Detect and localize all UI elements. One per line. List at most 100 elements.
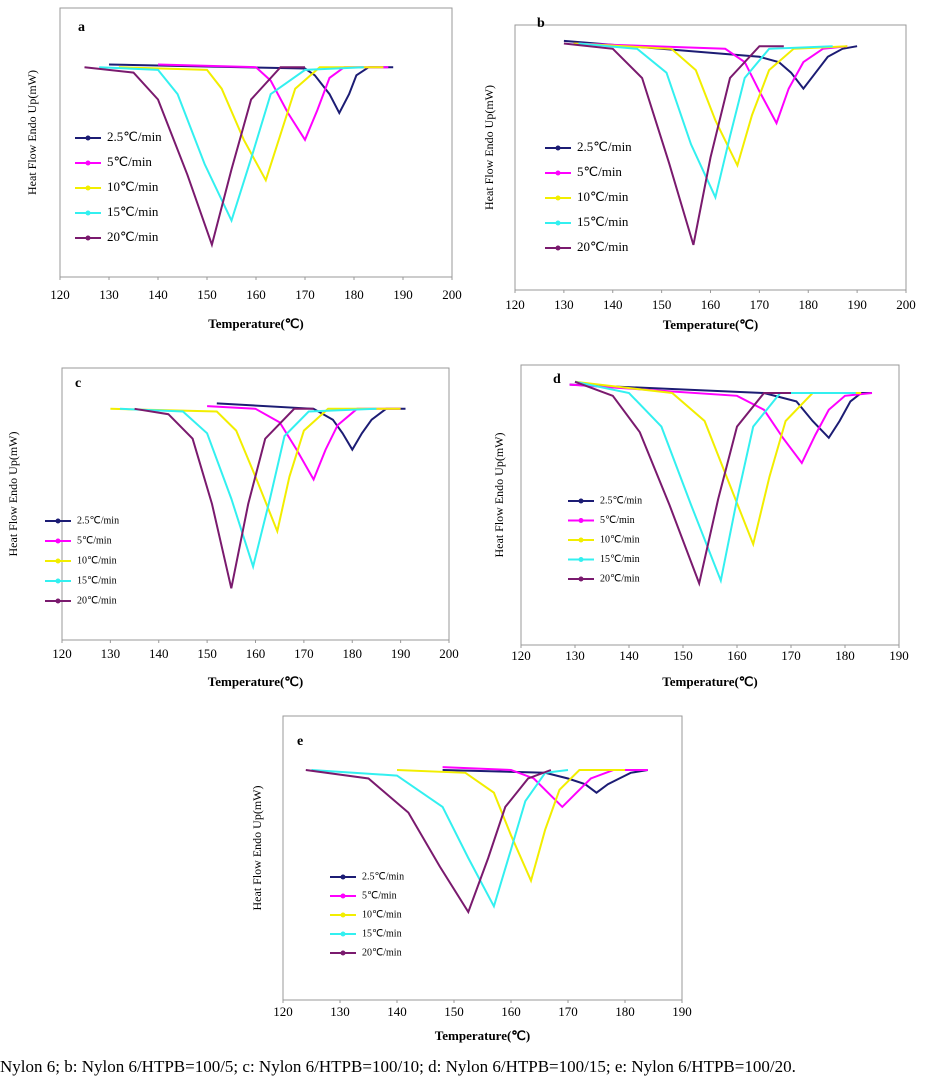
curve bbox=[119, 407, 377, 571]
curve bbox=[110, 407, 401, 535]
legend-label: 15℃/min bbox=[362, 928, 402, 939]
x-tick-label: 140 bbox=[603, 297, 623, 312]
legend-marker bbox=[340, 931, 346, 937]
x-tick-label: 160 bbox=[501, 1004, 521, 1019]
x-tick-label: 160 bbox=[246, 287, 266, 302]
x-tick-label: 130 bbox=[554, 297, 574, 312]
legend-label: 20℃/min bbox=[362, 947, 402, 958]
curve bbox=[216, 402, 406, 452]
legend-marker bbox=[85, 160, 91, 166]
x-tick-label: 140 bbox=[387, 1004, 407, 1019]
legend-marker bbox=[555, 220, 561, 226]
chart-title: b bbox=[537, 16, 545, 31]
x-tick-label: 180 bbox=[343, 646, 363, 661]
y-axis-label: Heat Flow Endo Up(mW) bbox=[25, 70, 39, 195]
legend-marker bbox=[578, 537, 584, 543]
x-tick-label: 200 bbox=[439, 646, 459, 661]
legend-label: 5℃/min bbox=[362, 890, 397, 901]
plot-frame bbox=[282, 715, 683, 1001]
x-axis-label: Temperature(℃) bbox=[663, 317, 758, 332]
legend-marker bbox=[578, 576, 584, 582]
legend-marker bbox=[555, 170, 561, 176]
x-tick-label: 160 bbox=[701, 297, 721, 312]
x-tick-label: 170 bbox=[750, 297, 770, 312]
legend-label: 15℃/min bbox=[107, 204, 159, 219]
x-tick-label: 170 bbox=[295, 287, 315, 302]
legend-marker bbox=[85, 235, 91, 241]
x-tick-label: 150 bbox=[673, 648, 693, 663]
legend-label: 15℃/min bbox=[577, 214, 629, 229]
legend-marker bbox=[55, 598, 61, 604]
curve bbox=[574, 380, 856, 585]
x-tick-label: 140 bbox=[619, 648, 639, 663]
x-tick-label: 180 bbox=[615, 1004, 635, 1019]
legend-marker bbox=[55, 538, 61, 544]
legend-label: 5℃/min bbox=[600, 515, 635, 526]
legend-label: 20℃/min bbox=[577, 239, 629, 254]
curve bbox=[99, 66, 364, 224]
x-tick-label: 190 bbox=[672, 1004, 692, 1019]
legend-label: 20℃/min bbox=[600, 573, 640, 584]
curve bbox=[574, 380, 862, 548]
chart: 120 130 140 150 160 170 180 190 200 a Temperature(… bbox=[25, 7, 462, 331]
legend-marker bbox=[578, 557, 584, 562]
chart-title: e bbox=[297, 734, 303, 749]
x-tick-label: 140 bbox=[148, 287, 168, 302]
legend-marker bbox=[55, 518, 61, 524]
legend-label: 20℃/min bbox=[77, 595, 117, 606]
legend-label: 15℃/min bbox=[600, 554, 640, 565]
x-tick-label: 170 bbox=[781, 648, 801, 663]
legend-label: 5℃/min bbox=[77, 535, 112, 546]
legend-label: 10℃/min bbox=[362, 909, 402, 920]
legend-label: 5℃/min bbox=[577, 164, 622, 179]
x-tick-label: 190 bbox=[391, 646, 411, 661]
legend-marker bbox=[340, 912, 346, 918]
x-tick-label: 170 bbox=[294, 646, 314, 661]
legend-marker bbox=[85, 135, 91, 141]
y-axis-label: Heat Flow Endo Up(mW) bbox=[250, 786, 264, 911]
legend-label: 2.5℃/min bbox=[362, 871, 404, 882]
legend-label: 5℃/min bbox=[107, 154, 152, 169]
x-tick-label: 160 bbox=[727, 648, 747, 663]
x-tick-label: 150 bbox=[444, 1004, 464, 1019]
x-tick-label: 180 bbox=[835, 648, 855, 663]
legend-label: 20℃/min bbox=[107, 229, 159, 244]
curve bbox=[569, 383, 872, 440]
x-tick-label: 200 bbox=[896, 297, 916, 312]
caption: Nylon 6; b: Nylon 6/HTPB=100/5; c: Nylon… bbox=[0, 1057, 796, 1076]
legend-marker bbox=[555, 195, 561, 201]
legend-label: 15℃/min bbox=[77, 575, 117, 586]
curve bbox=[563, 39, 858, 91]
x-tick-label: 120 bbox=[52, 646, 72, 661]
curve bbox=[396, 769, 625, 884]
curve bbox=[207, 405, 401, 482]
curve bbox=[108, 63, 394, 116]
y-axis-label: Heat Flow Endo Up(mW) bbox=[6, 432, 20, 557]
curve bbox=[118, 66, 384, 183]
legend-label: 10℃/min bbox=[600, 534, 640, 545]
curve bbox=[84, 66, 305, 249]
curve bbox=[574, 380, 791, 587]
x-tick-label: 120 bbox=[511, 648, 531, 663]
x-tick-label: 160 bbox=[246, 646, 266, 661]
x-tick-label: 130 bbox=[101, 646, 121, 661]
chart: 120 130 140 150 160 170 180 190 d Temperature(℃) H… bbox=[492, 364, 909, 689]
x-axis-label: Temperature(℃) bbox=[662, 674, 757, 689]
x-tick-label: 150 bbox=[197, 287, 217, 302]
legend-marker bbox=[578, 518, 584, 523]
x-axis-label: Temperature(℃) bbox=[208, 316, 303, 331]
curve bbox=[442, 769, 648, 794]
legend-marker bbox=[85, 210, 91, 216]
x-axis-label: Temperature(℃) bbox=[435, 1028, 530, 1043]
legend-label: 2.5℃/min bbox=[600, 495, 642, 506]
y-axis-label: Heat Flow Endo Up(mW) bbox=[492, 433, 506, 558]
curve bbox=[311, 769, 569, 909]
x-tick-label: 180 bbox=[344, 287, 364, 302]
chart: 120 130 140 150 160 170 180 190 e Temperature(℃) H… bbox=[250, 715, 692, 1043]
x-tick-label: 190 bbox=[847, 297, 867, 312]
curve bbox=[134, 407, 314, 589]
chart-title: d bbox=[553, 372, 561, 387]
curve bbox=[573, 42, 848, 126]
legend-marker bbox=[55, 558, 61, 564]
